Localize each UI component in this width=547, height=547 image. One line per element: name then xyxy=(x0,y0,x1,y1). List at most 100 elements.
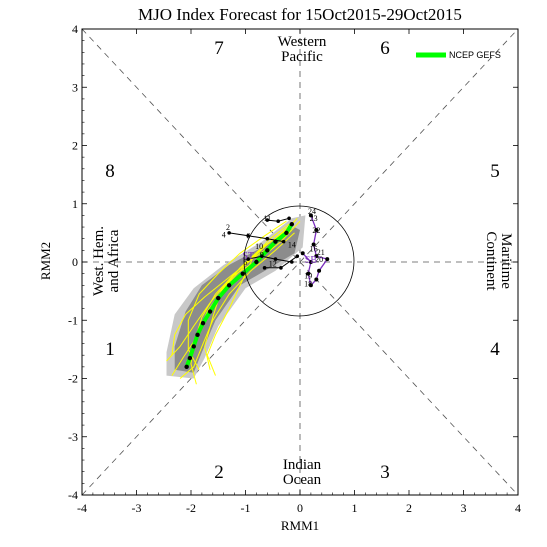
phase-8: 8 xyxy=(105,161,115,182)
observed-point xyxy=(308,283,313,288)
ensemble-mean-point xyxy=(207,309,213,314)
ensemble-mean-point xyxy=(284,230,289,236)
observed-point xyxy=(300,251,305,256)
ensemble-mean-point xyxy=(289,221,295,227)
other-track-point xyxy=(260,254,264,258)
observed-day-label: 19 xyxy=(304,271,312,280)
other-track-point xyxy=(265,236,270,241)
phase-2: 2 xyxy=(214,462,224,483)
region-bottom-line2: Ocean xyxy=(283,472,322,488)
observed-day-label: 9 xyxy=(260,250,264,259)
ensemble-spread xyxy=(166,215,306,379)
region-right-line1: Maritime xyxy=(498,233,514,289)
y-tick-label: -2 xyxy=(68,372,78,386)
other-track-point xyxy=(276,219,281,224)
observed-day-label: 21 xyxy=(317,248,325,257)
phase-boundary-lines xyxy=(81,28,519,496)
x-tick-label: -1 xyxy=(241,501,251,515)
observed-day-label: 22 xyxy=(312,226,320,235)
other-track-point xyxy=(227,231,231,235)
observed-point xyxy=(306,271,311,276)
other-track-point xyxy=(246,233,251,238)
ensemble-mean-point xyxy=(226,283,232,288)
observed-point xyxy=(314,254,319,259)
phase-1: 1 xyxy=(105,339,115,360)
observed-track xyxy=(300,213,330,288)
phase-7: 7 xyxy=(214,38,224,59)
x-tick-label: 2 xyxy=(406,501,412,515)
ensemble-mean-point xyxy=(254,259,259,265)
y-tick-label: 3 xyxy=(72,80,78,94)
y-tick-label: 1 xyxy=(72,197,78,211)
x-tick-label: 1 xyxy=(352,501,358,515)
x-tick-label: 0 xyxy=(297,501,303,515)
x-tick-label: 4 xyxy=(515,501,521,515)
x-tick-label: -2 xyxy=(186,501,196,515)
ensemble-mean-point xyxy=(184,364,189,370)
phase-6: 6 xyxy=(380,38,390,59)
observed-point xyxy=(314,227,319,232)
y-tick-label: -4 xyxy=(68,488,78,502)
y-tick-label: 4 xyxy=(72,22,78,36)
observed-day-label: 12 xyxy=(269,260,277,269)
phase-3: 3 xyxy=(380,462,390,483)
ensemble-mean-point xyxy=(265,248,270,253)
y-tick-label: 2 xyxy=(72,139,78,153)
x-tick-label: -4 xyxy=(77,501,87,515)
phase-5: 5 xyxy=(490,161,500,182)
observed-day-label: 20 xyxy=(315,255,323,264)
other-track-point xyxy=(281,239,286,244)
other-track-point xyxy=(273,257,278,261)
region-right-line2: Continent xyxy=(483,231,499,291)
observed-day-label: 6 xyxy=(246,232,250,241)
observed-day-label: 5 xyxy=(244,258,248,267)
ensemble-member-line xyxy=(206,223,290,376)
y-tick-label: -1 xyxy=(68,313,78,327)
region-left-line2: and Africa xyxy=(106,229,122,292)
other-track-line xyxy=(248,255,292,263)
track-annotation: SB xyxy=(305,255,318,266)
track-annotation: ST xyxy=(242,251,254,262)
observed-point xyxy=(325,257,330,262)
observed-day-label: 2 xyxy=(226,223,230,232)
y-axis-label: RMM2 xyxy=(38,242,53,280)
legend: NCEP GEFS xyxy=(416,50,501,60)
ensemble-member-line xyxy=(187,220,287,371)
phase-4: 4 xyxy=(490,339,500,360)
observed-day-label: 24 xyxy=(308,207,316,216)
other-track-point xyxy=(265,218,270,222)
x-axis-label: RMM1 xyxy=(281,518,319,533)
observed-day-label: 11 xyxy=(263,214,271,223)
observed-point xyxy=(308,213,313,218)
ensemble-mean-point xyxy=(216,295,221,301)
x-tick-label: 3 xyxy=(461,501,467,515)
ensemble-mean-point xyxy=(200,320,206,326)
chart-title: MJO Index Forecast for 15Oct2015-29Oct20… xyxy=(138,5,462,24)
other-track-point xyxy=(262,266,267,270)
ensemble-member-line xyxy=(204,217,298,370)
legend-label: NCEP GEFS xyxy=(449,50,501,60)
observed-day-label: 16 xyxy=(310,245,318,254)
observed-point xyxy=(311,242,316,247)
other-tracks xyxy=(227,216,300,270)
ensemble-member-line xyxy=(166,220,301,362)
unit-circle xyxy=(243,205,355,317)
region-top-line1: Western xyxy=(278,34,327,50)
region-top-line2: Pacific xyxy=(281,49,323,65)
ensemble-mean-point xyxy=(191,344,196,349)
x-axis-ticks: -4 -3 -2 -1 0 1 2 3 4 xyxy=(77,29,521,515)
track-annotations: ST SB xyxy=(242,251,317,266)
region-bottom-line1: Indian xyxy=(283,457,322,473)
other-track-point xyxy=(287,216,291,221)
x-tick-label: -3 xyxy=(132,501,142,515)
other-track-line xyxy=(229,232,284,243)
other-track-point xyxy=(279,266,283,270)
observed-day-label: 10 xyxy=(255,242,263,251)
observed-day-label: 18 xyxy=(304,279,312,288)
region-left-line1: West. Hem. xyxy=(91,226,107,296)
ensemble-mean-point xyxy=(240,271,245,276)
ensemble-member-line xyxy=(179,232,295,379)
